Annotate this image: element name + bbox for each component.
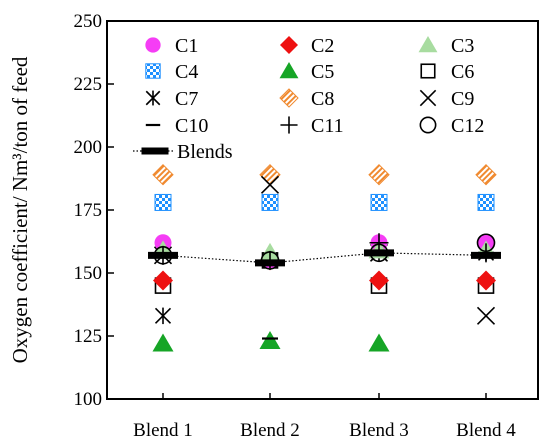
x-tick-label: Blend 2 xyxy=(240,420,300,441)
point-c9-blend-2 xyxy=(260,175,280,194)
y-tick-label: 125 xyxy=(74,326,103,347)
legend-label: C9 xyxy=(451,88,474,110)
point-c5-blend-3 xyxy=(368,333,390,352)
point-c2-blend-4 xyxy=(476,270,496,291)
legend-item-c12: C12 xyxy=(419,115,484,137)
x-tick-label: Blend 4 xyxy=(456,420,516,441)
legend-label: C5 xyxy=(311,61,334,83)
point-c4-blend-1 xyxy=(154,193,172,211)
x-axis-ticks: Blend 1 Blend 2 Blend 3 Blend 4 xyxy=(133,393,516,441)
legend-item-c4: C4 xyxy=(145,61,198,83)
legend-marker xyxy=(279,62,299,79)
legend-marker xyxy=(420,63,436,79)
legend-label: C1 xyxy=(175,35,198,57)
y-tick-label: 200 xyxy=(74,137,103,158)
legend-label: C6 xyxy=(451,61,474,83)
legend-marker xyxy=(145,37,161,53)
point-c5-blend-2 xyxy=(259,331,281,350)
y-tick-label: 225 xyxy=(74,74,103,95)
y-tick-label: 100 xyxy=(74,389,103,410)
legend-marker xyxy=(419,89,437,107)
legend-item-c8: C8 xyxy=(279,88,334,110)
point-c11-blend-3 xyxy=(369,233,389,253)
y-tick-label: 250 xyxy=(74,11,103,32)
legend-label: Blends xyxy=(177,141,233,163)
y-axis-title: Oxygen coefficient/ Nm³/ton of feed xyxy=(8,56,32,363)
point-c2-blend-1 xyxy=(153,270,173,291)
legend-item-c3: C3 xyxy=(418,35,474,57)
legend-item-c11: C11 xyxy=(280,115,344,137)
y-tick-label: 175 xyxy=(74,200,103,221)
y-axis-ticks: 100 125 150 175 200 225 250 xyxy=(74,11,114,410)
point-c8-blend-2 xyxy=(259,164,281,186)
legend-item-c1: C1 xyxy=(145,35,198,57)
legend-item-c5: C5 xyxy=(279,61,334,83)
legend-label: C2 xyxy=(311,35,334,57)
legend-item-c7: C7 xyxy=(145,88,198,110)
point-c7-blend-1 xyxy=(154,307,172,325)
x-tick-label: Blend 3 xyxy=(349,420,409,441)
legend-item-c9: C9 xyxy=(419,88,474,110)
legend-item-blends: Blends xyxy=(133,141,233,163)
legend-marker xyxy=(145,63,161,79)
legend-marker xyxy=(280,116,298,134)
legend-label: C12 xyxy=(451,115,484,137)
legend-label: C7 xyxy=(175,88,198,110)
legend-label: C8 xyxy=(311,88,334,110)
legend-label: C10 xyxy=(175,115,208,137)
point-c12-blend-4 xyxy=(476,233,496,253)
legend-item-c6: C6 xyxy=(420,61,474,83)
legend-marker xyxy=(419,116,437,134)
point-c2-blend-3 xyxy=(369,270,389,291)
point-c8-blend-1 xyxy=(152,164,174,186)
point-c8-blend-3 xyxy=(368,164,390,186)
legend-label: C3 xyxy=(451,35,474,57)
legend-marker xyxy=(418,36,438,53)
point-c5-blend-1 xyxy=(152,333,174,352)
legend: C1 C2 C3 C4 C5 C6 C7 C8 C9 C10 C11 C12 Blends xyxy=(133,35,484,163)
legend-marker xyxy=(279,88,299,108)
blends-connecting-line xyxy=(162,252,487,264)
point-c4-blend-2 xyxy=(261,193,279,211)
x-tick-label: Blend 1 xyxy=(133,420,193,441)
legend-label: C4 xyxy=(175,61,198,83)
point-c8-blend-4 xyxy=(475,164,497,186)
point-c9-blend-4 xyxy=(476,306,496,325)
legend-item-c2: C2 xyxy=(280,35,334,57)
legend-marker xyxy=(145,90,161,106)
legend-label: C11 xyxy=(311,115,344,137)
legend-item-c10: C10 xyxy=(145,115,208,137)
point-c4-blend-3 xyxy=(370,193,388,211)
legend-marker xyxy=(280,36,298,54)
data-points xyxy=(148,164,501,352)
point-c4-blend-4 xyxy=(477,193,495,211)
y-tick-label: 150 xyxy=(74,263,103,284)
